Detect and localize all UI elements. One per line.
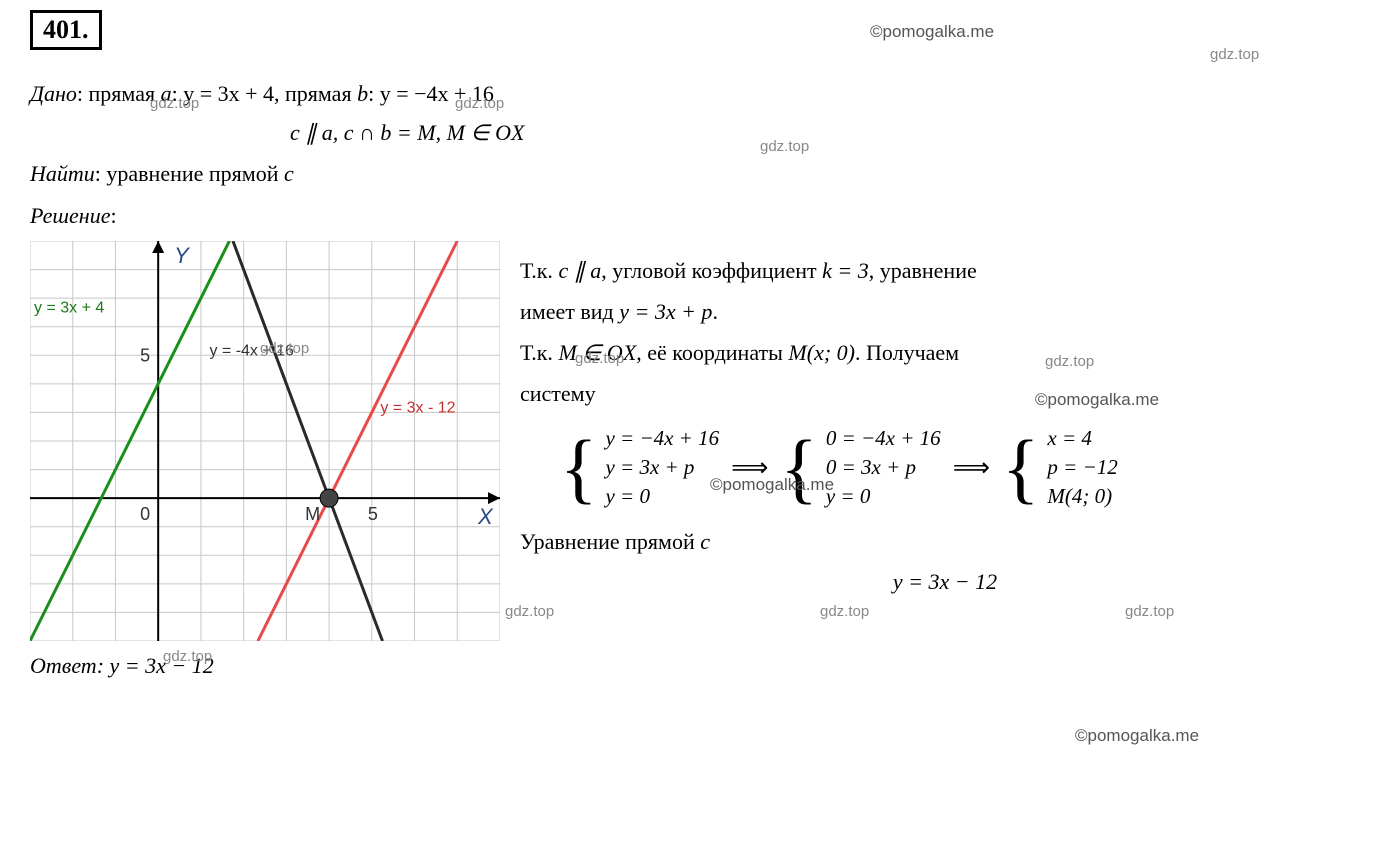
arrow2: ⟹ — [953, 453, 990, 483]
given-text-a: : прямая — [77, 81, 161, 106]
content-wrap: YX505My = 3x + 4y = -4x + 16y = 3x - 12 … — [30, 241, 1370, 641]
watermark: ©pomogalka.me — [1035, 390, 1159, 410]
p3d: M(x; 0) — [788, 340, 855, 365]
p1d: k = 3 — [822, 258, 869, 283]
expl-p2: имеет вид y = 3x + p. — [520, 294, 1370, 329]
svg-text:5: 5 — [140, 345, 150, 365]
s3-2: M(4; 0) — [1047, 482, 1117, 511]
watermark: gdz.top — [150, 95, 199, 112]
s3-1: p = −12 — [1047, 453, 1117, 482]
expl-p3: Т.к. M ∈ OX, её координаты M(x; 0). Полу… — [520, 335, 1370, 370]
given-line2-text: c ∥ a, c ∩ b = M, M ∈ OX — [290, 120, 524, 145]
solution-label: Решение — [30, 203, 110, 228]
s1-0: y = −4x + 16 — [605, 424, 719, 453]
s2-1: 0 = 3x + p — [826, 453, 941, 482]
p3c: , её координаты — [636, 340, 788, 365]
final-var: c — [700, 529, 710, 554]
watermark: gdz.top — [1045, 353, 1094, 370]
given-var-b: b — [357, 81, 368, 106]
find-var: c — [284, 161, 294, 186]
svg-text:y = 3x + 4: y = 3x + 4 — [34, 299, 104, 316]
svg-text:X: X — [477, 504, 494, 529]
watermark: gdz.top — [575, 350, 624, 367]
final-eq: y = 3x − 12 — [520, 569, 1370, 595]
system-3: x = 4 p = −12 M(4; 0) — [1047, 424, 1117, 512]
watermark: gdz.top — [1210, 46, 1259, 63]
brace3: { — [1002, 433, 1039, 503]
p1e: , уравнение — [869, 258, 977, 283]
coordinate-graph: YX505My = 3x + 4y = -4x + 16y = 3x - 12 — [30, 241, 500, 641]
s2-2: y = 0 — [826, 482, 941, 511]
s1-1: y = 3x + p — [605, 453, 719, 482]
graph-container: YX505My = 3x + 4y = -4x + 16y = 3x - 12 — [30, 241, 500, 641]
svg-text:Y: Y — [174, 243, 190, 268]
brace1: { — [560, 433, 597, 503]
watermark: gdz.top — [760, 138, 809, 155]
watermark: gdz.top — [1125, 603, 1174, 620]
final-line1: Уравнение прямой c — [520, 524, 1370, 559]
given-line2: c ∥ a, c ∩ b = M, M ∈ OX — [290, 115, 1370, 150]
watermark: ©pomogalka.me — [1075, 726, 1199, 746]
problem-number: 401. — [30, 10, 102, 50]
solution-label-line: Решение: — [30, 198, 1370, 233]
solution-colon: : — [110, 203, 116, 228]
s2-0: 0 = −4x + 16 — [826, 424, 941, 453]
p1a: Т.к. — [520, 258, 558, 283]
watermark: gdz.top — [163, 648, 212, 665]
p2c: . — [712, 299, 718, 324]
system-2: 0 = −4x + 16 0 = 3x + p y = 0 — [826, 424, 941, 512]
p3a: Т.к. — [520, 340, 558, 365]
given-text-c: : y = 3x + 4, прямая — [172, 81, 357, 106]
system-1: y = −4x + 16 y = 3x + p y = 0 — [605, 424, 719, 512]
systems-row: { y = −4x + 16 y = 3x + p y = 0 ⟹ { 0 = … — [560, 424, 1370, 512]
expl-p4: систему — [520, 376, 1370, 411]
given-label: Дано — [30, 81, 77, 106]
p2a: имеет вид — [520, 299, 619, 324]
svg-text:y = 3x - 12: y = 3x - 12 — [380, 399, 455, 416]
p4: систему — [520, 381, 596, 406]
svg-text:0: 0 — [140, 504, 150, 524]
expl-p1: Т.к. c ∥ a, угловой коэффициент k = 3, у… — [520, 253, 1370, 288]
watermark: ©pomogalka.me — [870, 22, 994, 42]
answer-line: Ответ: y = 3x − 12 — [30, 653, 1370, 679]
watermark: gdz.top — [505, 603, 554, 620]
find-text: : уравнение прямой — [95, 161, 284, 186]
watermark: gdz.top — [820, 603, 869, 620]
p1c: , угловой коэффициент — [601, 258, 822, 283]
watermark: gdz.top — [260, 340, 309, 357]
p3e: . Получаем — [855, 340, 959, 365]
explanation-box: Т.к. c ∥ a, угловой коэффициент k = 3, у… — [520, 241, 1370, 641]
final-text: Уравнение прямой — [520, 529, 700, 554]
answer-label: Ответ — [30, 653, 97, 678]
p2b: y = 3x + p — [619, 299, 712, 324]
given-line1: Дано: прямая a: y = 3x + 4, прямая b: y … — [30, 76, 1370, 111]
watermark: gdz.top — [455, 95, 504, 112]
p1b: c ∥ a — [558, 258, 601, 283]
find-line: Найти: уравнение прямой c — [30, 156, 1370, 191]
svg-text:5: 5 — [368, 504, 378, 524]
s3-0: x = 4 — [1047, 424, 1117, 453]
s1-2: y = 0 — [605, 482, 719, 511]
find-label: Найти — [30, 161, 95, 186]
svg-text:M: M — [305, 504, 320, 524]
watermark: ©pomogalka.me — [710, 475, 834, 495]
